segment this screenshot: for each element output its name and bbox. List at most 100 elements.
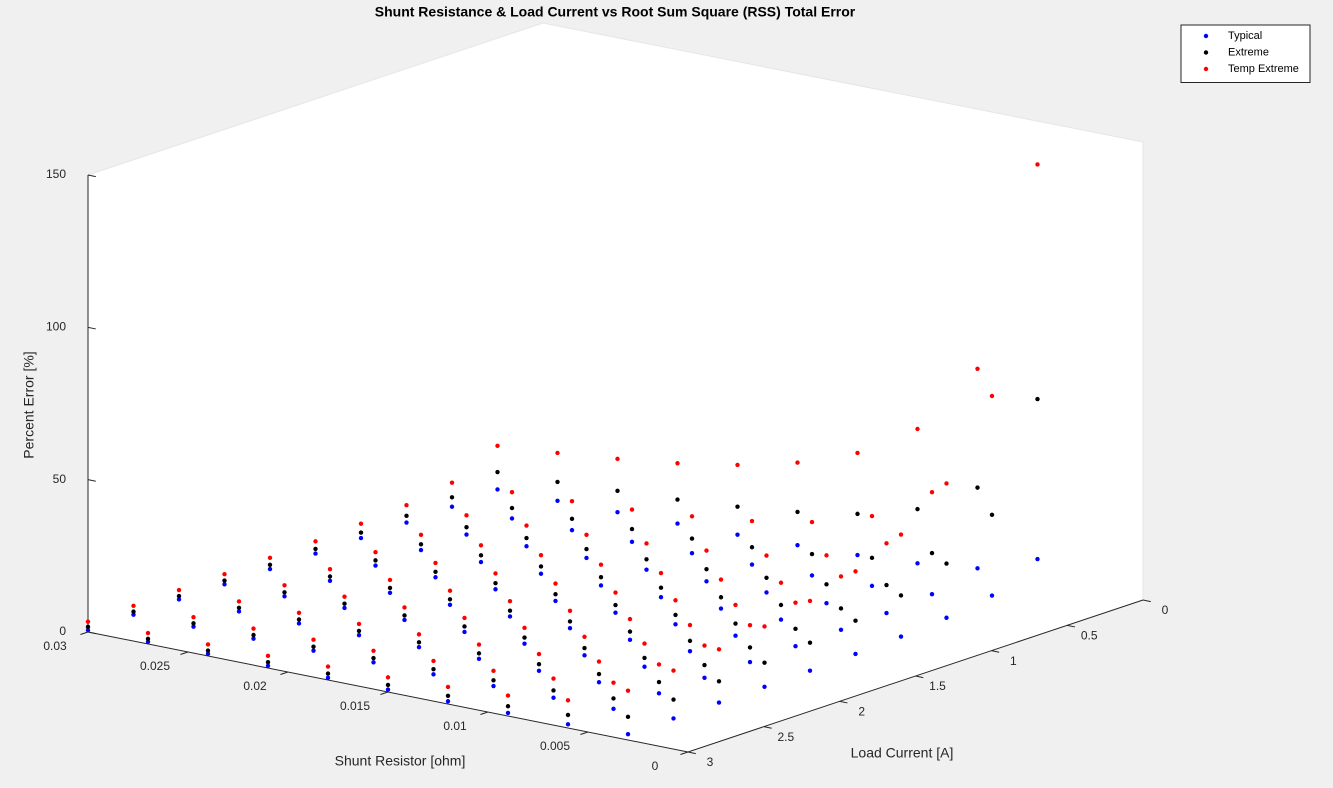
- point: [747, 622, 753, 628]
- point: [538, 571, 544, 576]
- point: [371, 655, 376, 661]
- point: [718, 606, 724, 611]
- point: [145, 636, 151, 642]
- point: [402, 613, 407, 618]
- y-tick-label: 2: [858, 705, 865, 719]
- point: [222, 572, 227, 577]
- point: [505, 710, 511, 716]
- legend: Typical Extreme Temp Extreme: [1180, 24, 1311, 83]
- point: [884, 610, 889, 616]
- point: [313, 551, 318, 556]
- point: [538, 552, 544, 558]
- point: [416, 640, 422, 645]
- y-tick: [1142, 599, 1151, 603]
- point: [536, 668, 542, 674]
- point: [944, 481, 949, 486]
- legend-marker: [1203, 33, 1209, 39]
- point: [447, 602, 453, 607]
- point: [342, 601, 347, 606]
- point: [431, 658, 436, 664]
- point: [793, 644, 798, 649]
- point: [373, 563, 378, 568]
- point: [658, 594, 664, 600]
- point: [671, 697, 676, 702]
- point: [509, 516, 515, 521]
- point: [898, 532, 904, 537]
- point: [387, 585, 393, 591]
- point: [404, 513, 409, 519]
- point: [191, 615, 196, 620]
- box-edge: [87, 22, 1144, 600]
- point: [433, 560, 438, 566]
- x-tick-label: 0.025: [140, 659, 170, 673]
- point: [584, 546, 589, 552]
- point: [598, 583, 604, 588]
- point: [251, 632, 256, 638]
- point: [296, 617, 302, 622]
- point: [671, 716, 676, 721]
- point: [385, 682, 391, 688]
- legend-label: Temp Extreme: [1228, 63, 1299, 75]
- point: [898, 593, 904, 598]
- point: [524, 544, 529, 549]
- y-tick-label: 0: [1162, 603, 1169, 617]
- point: [325, 671, 331, 676]
- point: [615, 509, 620, 515]
- point: [673, 598, 678, 603]
- point: [689, 536, 695, 541]
- point: [718, 595, 724, 600]
- marks: [85, 162, 1040, 737]
- point: [222, 582, 227, 587]
- point: [764, 590, 769, 595]
- point: [615, 488, 620, 494]
- point: [445, 693, 451, 698]
- y-tick: [839, 700, 848, 704]
- legend-marker: [1203, 50, 1209, 55]
- point: [838, 574, 844, 579]
- point: [476, 651, 482, 656]
- point: [402, 617, 407, 623]
- z-tick-label: 150: [46, 167, 66, 181]
- point: [795, 460, 800, 465]
- point: [764, 553, 769, 558]
- point: [176, 593, 182, 599]
- point: [387, 577, 393, 583]
- point: [975, 366, 980, 371]
- point: [495, 443, 500, 449]
- z-tick: [87, 479, 96, 482]
- point: [611, 706, 616, 712]
- z-axis-label: Percent Error [%]: [21, 351, 37, 458]
- point: [598, 575, 604, 580]
- point: [569, 527, 575, 533]
- point: [884, 541, 889, 546]
- point: [449, 480, 455, 485]
- point: [311, 648, 316, 653]
- point: [327, 566, 333, 572]
- point: [582, 634, 587, 639]
- point: [551, 695, 556, 700]
- point: [687, 622, 693, 628]
- y-tick: [763, 726, 772, 729]
- x-tick: [680, 751, 689, 755]
- point: [718, 577, 724, 582]
- point: [642, 664, 647, 669]
- point: [807, 640, 813, 645]
- point: [687, 638, 693, 644]
- point: [656, 691, 662, 696]
- point: [342, 605, 347, 611]
- point: [373, 558, 378, 563]
- point: [702, 662, 707, 668]
- point: [613, 602, 618, 608]
- point: [553, 592, 558, 597]
- plot-area: [88, 23, 1143, 752]
- point: [584, 555, 589, 561]
- point: [596, 680, 602, 685]
- point: [702, 643, 707, 648]
- point: [356, 628, 362, 634]
- point: [524, 535, 529, 541]
- point: [325, 675, 331, 681]
- point: [793, 600, 798, 605]
- point: [464, 532, 469, 537]
- point: [85, 619, 91, 624]
- point: [975, 566, 980, 571]
